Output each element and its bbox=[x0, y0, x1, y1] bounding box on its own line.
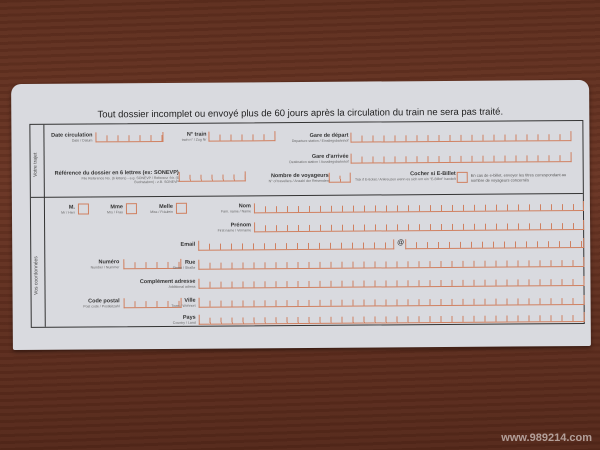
rue-label: Rue Street / Straße bbox=[172, 259, 196, 270]
nom-input[interactable] bbox=[253, 201, 584, 214]
form-paper: Tout dossier incomplet ou envoyé plus de… bbox=[11, 79, 591, 351]
numero-label: Numéro Number / Nummer bbox=[90, 259, 120, 270]
complement-input[interactable] bbox=[198, 276, 585, 289]
email-user-input[interactable] bbox=[198, 239, 395, 251]
date-input[interactable] bbox=[95, 131, 164, 143]
mme-label: Mme Mrs / Frau bbox=[107, 204, 123, 215]
depart-input[interactable] bbox=[350, 131, 572, 143]
m-label: M. Mr / Herr bbox=[61, 204, 75, 215]
pays-input[interactable] bbox=[198, 312, 585, 325]
ebillet-note: En cas de e-billet, envoyer les titres c… bbox=[470, 172, 567, 183]
voyageurs-label: Nombre de voyageurs N° of travellers / An… bbox=[268, 172, 329, 184]
email-domain-input[interactable] bbox=[405, 238, 585, 250]
form-frame: Votre trajet Vos coordonnées Date circul… bbox=[29, 120, 585, 328]
ville-label: Ville Town / Wohnort bbox=[171, 297, 196, 308]
email-at: @ bbox=[397, 239, 405, 247]
section-strip: Votre trajet Vos coordonnées bbox=[30, 124, 46, 327]
arrivee-input[interactable] bbox=[350, 152, 572, 164]
nom-label: Nom Fam. name / Name bbox=[220, 203, 251, 214]
pays-label: Pays Country / Land bbox=[172, 314, 196, 325]
arrivee-label: Gare d'arrivée Destination station / Auss… bbox=[289, 153, 349, 165]
ville-input[interactable] bbox=[198, 295, 585, 308]
section-divider bbox=[30, 193, 583, 198]
ebillet-label: Cocher si E-Billet Tick if E-ticket / Ank… bbox=[354, 170, 456, 182]
cp-label: Code postal Post code / Postleitzahl bbox=[83, 298, 120, 309]
mme-checkbox[interactable] bbox=[125, 203, 137, 215]
rue-input[interactable] bbox=[198, 257, 585, 270]
reference-input[interactable] bbox=[178, 171, 246, 182]
train-label: N° train train n° / Zug Nr bbox=[181, 131, 207, 142]
watermark: www.989214.com bbox=[501, 432, 592, 444]
m-checkbox[interactable] bbox=[77, 203, 89, 215]
reference-label: Référence du dossier en 6 lettres (ex: S… bbox=[54, 169, 179, 185]
prenom-label: Prénom First name / Vorname bbox=[217, 222, 252, 233]
melle-checkbox[interactable] bbox=[175, 202, 187, 214]
section-contact-label: Vos coordonnées bbox=[33, 256, 40, 295]
train-input[interactable] bbox=[208, 131, 276, 142]
prenom-input[interactable] bbox=[254, 220, 585, 233]
voyageurs-input[interactable] bbox=[328, 172, 351, 183]
section-trip-label: Votre trajet bbox=[32, 152, 39, 177]
form-title: Tout dossier incomplet ou envoyé plus de… bbox=[97, 106, 504, 121]
melle-label: Melle Miss / Fräulein bbox=[150, 203, 173, 215]
date-label: Date circulation Date / Datum bbox=[51, 132, 93, 143]
complement-label: Complément adresse Additional adress bbox=[139, 278, 196, 289]
depart-label: Gare de départ Departure station / Einsti… bbox=[291, 132, 349, 144]
ebillet-checkbox[interactable] bbox=[456, 171, 468, 183]
email-label: Email bbox=[180, 241, 196, 248]
